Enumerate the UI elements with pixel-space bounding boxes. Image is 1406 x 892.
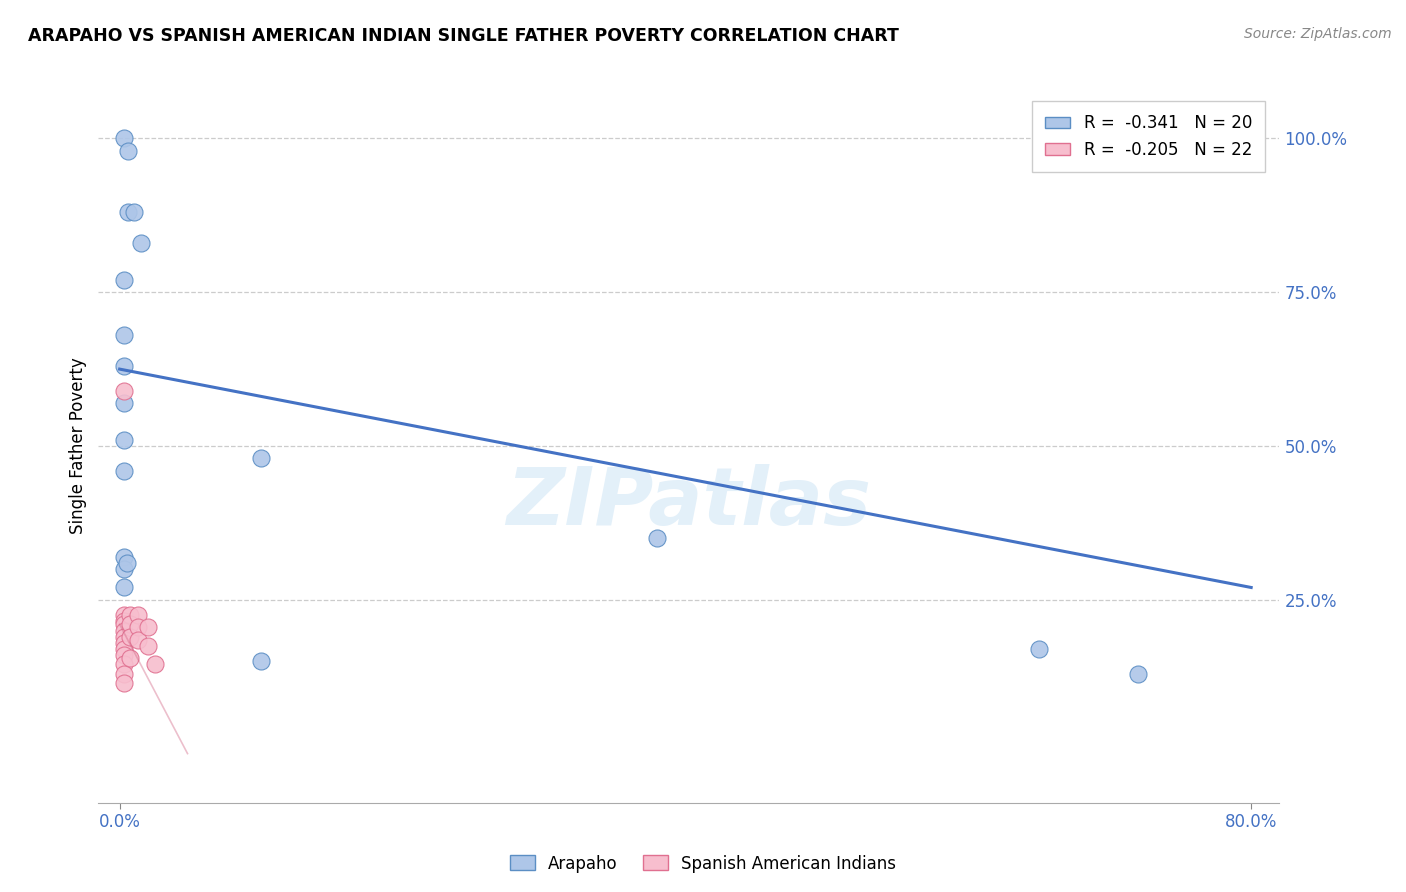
Text: Source: ZipAtlas.com: Source: ZipAtlas.com — [1244, 27, 1392, 41]
Point — [117, 205, 139, 219]
Point — [112, 433, 135, 447]
Point — [112, 581, 135, 595]
Point — [127, 632, 149, 647]
Point — [112, 666, 135, 681]
Point — [112, 359, 135, 373]
Point — [112, 624, 135, 638]
Y-axis label: Single Father Poverty: Single Father Poverty — [69, 358, 87, 534]
Point — [1028, 642, 1050, 657]
Point — [117, 144, 139, 158]
Point — [129, 235, 152, 250]
Point — [122, 205, 145, 219]
Point — [250, 654, 273, 668]
Text: ZIPatlas: ZIPatlas — [506, 464, 872, 542]
Point — [112, 608, 135, 623]
Point — [112, 396, 135, 410]
Point — [112, 328, 135, 343]
Point — [1126, 666, 1149, 681]
Point — [127, 608, 149, 623]
Point — [112, 657, 135, 672]
Point — [136, 620, 159, 634]
Point — [112, 384, 135, 398]
Point — [112, 273, 135, 287]
Point — [112, 562, 135, 576]
Point — [112, 549, 135, 564]
Point — [645, 531, 668, 545]
Point — [112, 464, 135, 478]
Point — [112, 615, 135, 629]
Point — [112, 131, 135, 145]
Point — [112, 648, 135, 662]
Point — [112, 642, 135, 657]
Text: ARAPAHO VS SPANISH AMERICAN INDIAN SINGLE FATHER POVERTY CORRELATION CHART: ARAPAHO VS SPANISH AMERICAN INDIAN SINGL… — [28, 27, 898, 45]
Point — [112, 636, 135, 650]
Point — [118, 608, 141, 623]
Point — [112, 617, 135, 632]
Point — [118, 630, 141, 644]
Point — [127, 620, 149, 634]
Point — [112, 676, 135, 690]
Legend: R =  -0.341   N = 20, R =  -0.205   N = 22: R = -0.341 N = 20, R = -0.205 N = 22 — [1032, 101, 1265, 172]
Point — [136, 639, 159, 653]
Point — [250, 451, 273, 466]
Legend: Arapaho, Spanish American Indians: Arapaho, Spanish American Indians — [503, 848, 903, 880]
Point — [118, 617, 141, 632]
Point — [112, 630, 135, 644]
Point — [115, 556, 138, 570]
Point — [143, 657, 166, 672]
Point — [118, 651, 141, 665]
